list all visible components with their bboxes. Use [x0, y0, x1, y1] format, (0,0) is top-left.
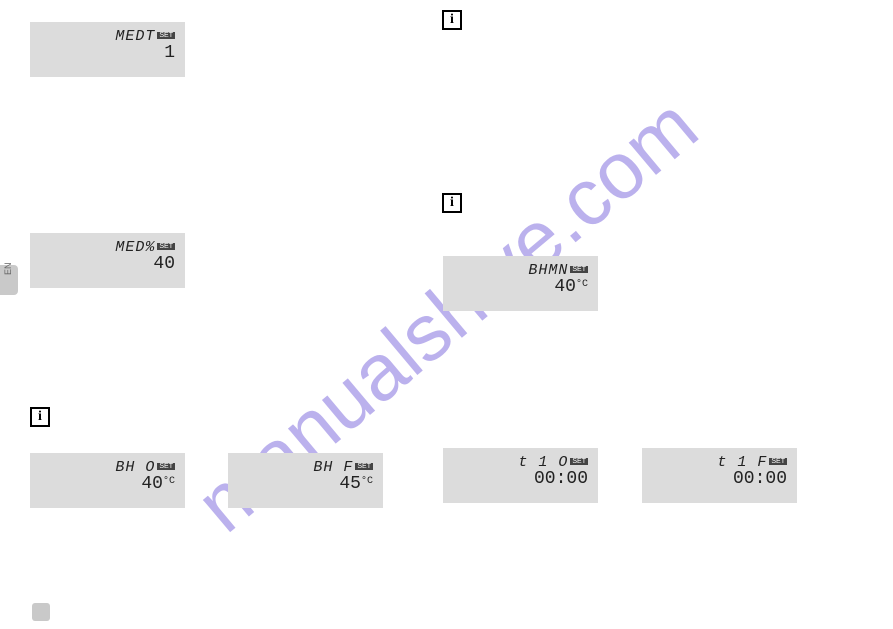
lcd-medt-label: MEDT	[115, 28, 155, 45]
lcd-t1o-value: 00:00	[453, 469, 588, 489]
lcd-medp-label: MED%	[115, 239, 155, 256]
lcd-medp-value: 40	[40, 254, 175, 274]
lcd-bhf-value: 45	[339, 474, 361, 494]
lcd-med-percent: MED%SET 40	[30, 233, 185, 288]
set-badge: SET	[769, 458, 787, 465]
lcd-bho: BH OSET 40°C	[30, 453, 185, 508]
info-icon: i	[442, 10, 462, 30]
page: EN manualshive.com MEDTSET 1 i i MED%SET…	[0, 0, 893, 629]
page-number-box	[32, 603, 50, 621]
info-icon: i	[442, 193, 462, 213]
unit-c: °C	[576, 279, 588, 290]
lcd-bhmn-value: 40	[554, 277, 576, 297]
lang-tab: EN	[3, 262, 13, 275]
set-badge: SET	[157, 243, 175, 250]
set-badge: SET	[355, 463, 373, 470]
lcd-bhmn: BHMNSET 40°C	[443, 256, 598, 311]
set-badge: SET	[157, 463, 175, 470]
unit-c: °C	[163, 476, 175, 487]
set-badge: SET	[570, 266, 588, 273]
lcd-t1f-value: 00:00	[652, 469, 787, 489]
lcd-t1o: t 1 OSET 00:00	[443, 448, 598, 503]
lcd-medt: MEDTSET 1	[30, 22, 185, 77]
lcd-medt-value: 1	[40, 43, 175, 63]
lcd-t1f: t 1 FSET 00:00	[642, 448, 797, 503]
lcd-bho-value: 40	[141, 474, 163, 494]
unit-c: °C	[361, 476, 373, 487]
lcd-bhf: BH FSET 45°C	[228, 453, 383, 508]
set-badge: SET	[157, 32, 175, 39]
info-icon: i	[30, 407, 50, 427]
set-badge: SET	[570, 458, 588, 465]
